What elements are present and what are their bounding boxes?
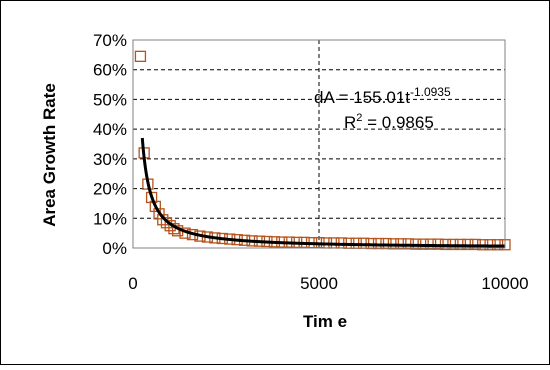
r-squared-value: = 0.9865 [362,113,433,132]
r-squared-base: R [344,113,356,132]
plot-area-border [132,39,506,249]
y-tick-label: 60% [93,61,127,80]
x-tick-label: 10000 [481,274,528,293]
y-axis-ticks: 0% 10% 20% 30% 40% 50% 60% 70% [93,31,127,258]
equation-base: dA = 155.01t [314,88,410,107]
y-tick-label: 0% [102,239,127,258]
y-tick-label: 20% [93,180,127,199]
trendline-equation: dA = 155.01t-1.0935 [314,85,451,107]
data-point [134,50,147,62]
x-tick-label: 5000 [300,274,338,293]
y-axis-label: Area Growth Rate [40,83,59,227]
y-tick-label: 50% [93,90,127,109]
r-squared: R2 = 0.9865 [344,112,434,132]
x-tick-label: 0 [128,274,137,293]
y-tick-label: 70% [93,31,127,50]
data-point [157,214,169,226]
trendline [140,137,506,248]
y-tick-label: 40% [93,120,127,139]
x-axis-label: Tim e [303,312,347,331]
y-tick-label: 30% [93,150,127,169]
x-axis-ticks: 0 5000 10000 [128,274,528,293]
data-point [160,217,173,229]
equation-exponent: -1.0935 [410,85,451,99]
r-squared-superscript: 2 [356,112,362,124]
data-point [149,200,161,213]
y-tick-label: 10% [93,209,127,228]
data-point [153,208,165,220]
